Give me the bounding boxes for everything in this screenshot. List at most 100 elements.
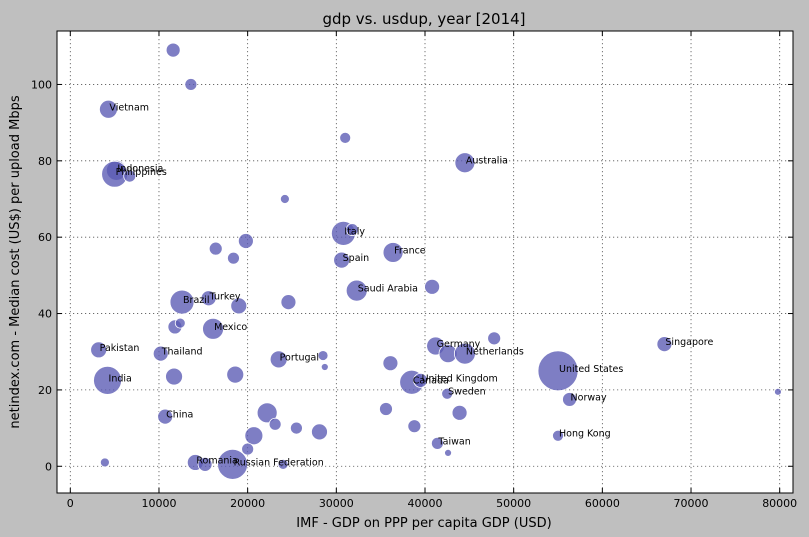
y-tick-label: 100 <box>31 78 52 91</box>
data-point <box>268 417 282 431</box>
point-label: Norway <box>571 392 607 403</box>
data-point <box>197 456 213 472</box>
x-tick-label: 40000 <box>408 497 443 510</box>
data-point <box>277 458 289 470</box>
data-point <box>345 279 368 302</box>
point-label: France <box>394 245 426 256</box>
data-point <box>407 419 422 434</box>
grid-lines <box>57 31 793 493</box>
point-label: Romania <box>196 455 238 466</box>
point-label: Sweden <box>448 387 486 398</box>
data-point <box>537 350 579 392</box>
point-label: China <box>166 410 193 421</box>
data-point <box>656 336 673 352</box>
data-point <box>552 429 564 442</box>
data-point <box>256 402 278 424</box>
x-tick-label: 10000 <box>141 497 176 510</box>
point-label: Thailand <box>161 347 203 358</box>
data-point <box>382 355 399 372</box>
data-point <box>174 317 186 329</box>
point-label: United Kingdom <box>422 373 498 384</box>
x-tick-label: 50000 <box>496 497 531 510</box>
data-point <box>454 152 476 174</box>
data-point <box>562 392 577 407</box>
point-label: Hong Kong <box>559 429 611 440</box>
x-tick-label: 20000 <box>230 497 265 510</box>
x-tick-label: 0 <box>67 497 74 510</box>
point-label: Canada <box>413 375 449 386</box>
y-tick-label: 0 <box>45 460 52 473</box>
axis-ticks: 0 10000 20000 30000 40000 50000 60000 70000 8000… <box>31 31 797 510</box>
data-point <box>774 387 782 396</box>
data-point <box>487 331 502 346</box>
point-label: Vietnam <box>109 102 149 113</box>
data-point <box>200 290 217 307</box>
data-point <box>227 251 240 265</box>
y-tick-label: 40 <box>38 308 52 321</box>
data-point <box>424 278 440 295</box>
point-label: Spain <box>343 253 370 264</box>
data-point <box>202 317 224 340</box>
y-tick-label: 60 <box>38 231 52 244</box>
point-label: Italy <box>344 226 365 237</box>
data-point <box>311 423 328 441</box>
data-point <box>226 365 245 384</box>
x-axis-label: IMF - GDP on PPP per capita GDP (USD) <box>296 516 551 531</box>
data-point <box>431 436 444 450</box>
data-point <box>237 233 254 249</box>
data-point <box>345 223 359 236</box>
x-tick-label: 70000 <box>674 497 709 510</box>
data-point <box>441 387 454 400</box>
data-point <box>208 241 223 256</box>
data-point <box>269 350 288 369</box>
data-point <box>169 289 195 315</box>
data-point <box>320 363 329 371</box>
point-label: Pakistan <box>100 343 140 354</box>
data-point <box>280 294 297 310</box>
point-label: Germany <box>437 339 481 350</box>
point-label: Australia <box>466 156 508 167</box>
data-point <box>99 457 110 468</box>
point-label: Turkey <box>209 291 241 302</box>
point-label: India <box>109 373 132 384</box>
point-label: United States <box>559 364 623 375</box>
data-point <box>184 78 198 91</box>
y-tick-label: 80 <box>38 155 52 168</box>
data-point <box>382 242 404 263</box>
point-label: Philippines <box>116 167 167 178</box>
data-point <box>241 442 255 456</box>
point-label: Mexico <box>214 322 247 333</box>
chart-title: gdp vs. usdup, year [2014] <box>322 10 525 28</box>
data-point <box>165 367 183 386</box>
point-label: Brazil <box>183 295 210 306</box>
data-point <box>99 99 118 119</box>
x-tick-label: 60000 <box>585 497 620 510</box>
data-point <box>90 341 108 359</box>
point-label: Singapore <box>665 337 713 348</box>
data-point <box>230 297 248 315</box>
data-point <box>339 132 352 144</box>
data-point <box>279 194 290 204</box>
data-point <box>152 345 169 362</box>
data-point <box>93 365 122 395</box>
data-point <box>165 42 181 58</box>
data-point <box>317 350 329 361</box>
y-tick-label: 20 <box>38 384 52 397</box>
data-point <box>157 408 174 425</box>
point-label: Indonesia <box>117 163 163 174</box>
data-point <box>454 342 476 365</box>
point-label: Taiwan <box>437 436 470 447</box>
point-label: Russian Federation <box>234 457 324 468</box>
point-label: Saudi Arabia <box>358 284 418 295</box>
data-point <box>290 421 303 435</box>
data-point <box>444 449 452 457</box>
x-tick-label: 30000 <box>319 497 354 510</box>
x-tick-label: 80000 <box>762 497 797 510</box>
data-point <box>413 372 428 388</box>
data-point <box>333 251 351 269</box>
data-point <box>244 426 264 446</box>
data-point <box>217 448 248 480</box>
data-points <box>90 42 782 480</box>
